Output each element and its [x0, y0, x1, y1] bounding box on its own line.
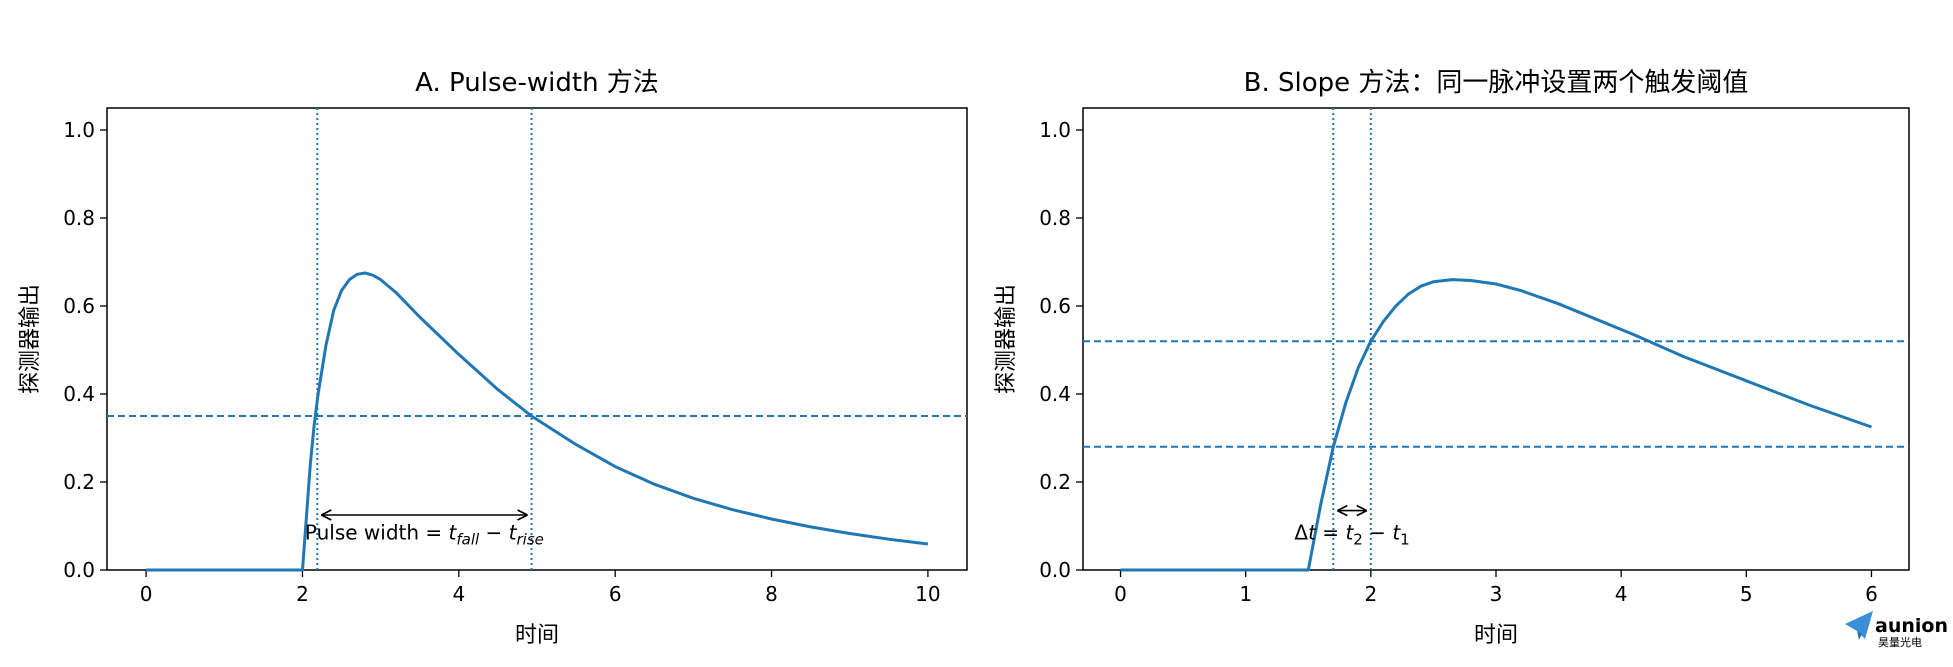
chart-a-pulse-width: A. Pulse-width 方法 0 2 4 6 8 10 0.0 0.2 0.4 0.6 0.8 1… [18, 68, 968, 648]
annotation-part: 1 [1400, 531, 1410, 549]
y-tick-label: 0.6 [63, 294, 95, 318]
aunion-logo: aunion 昊量光电 [1845, 611, 1948, 649]
y-tick-label: 0.2 [63, 470, 95, 494]
y-tick-label: 0.2 [1039, 470, 1071, 494]
y-tick-label: 0.0 [63, 558, 95, 582]
pulse-curve [1120, 278, 1872, 572]
x-axis-label: 时间 [1474, 623, 1518, 648]
x-tick-label: 1 [1239, 582, 1252, 606]
annotation-part: t [1345, 521, 1354, 545]
y-tick-label: 0.6 [1039, 294, 1071, 318]
y-axis-label: 探测器输出 [994, 284, 1019, 394]
y-tick-label: 0.8 [1039, 206, 1071, 230]
annotation-part: 2 [1353, 531, 1363, 549]
annotation-part: fall [456, 531, 480, 549]
logo-name: aunion [1875, 615, 1948, 637]
annotation-part: t [449, 521, 458, 545]
pulse-curve [146, 271, 929, 572]
x-tick-label: 6 [609, 582, 622, 606]
y-tick-label: 0.4 [63, 382, 95, 406]
x-tick-label: 10 [915, 582, 940, 606]
x-tick-label: 4 [452, 582, 465, 606]
x-tick-label: 6 [1865, 582, 1878, 606]
arrow-head-right [1356, 504, 1368, 517]
x-tick-label: 4 [1615, 582, 1628, 606]
y-tick-label: 1.0 [63, 118, 95, 142]
x-tick-label: 0 [1114, 582, 1127, 606]
annotation-text: Δt = t2 − t1 [1294, 521, 1409, 549]
y-tick-label: 0.4 [1039, 382, 1071, 406]
x-axis-label: 时间 [515, 623, 559, 648]
x-tick-label: 3 [1490, 582, 1503, 606]
annotation-part: − [479, 521, 508, 545]
x-tick-label: 8 [765, 582, 778, 606]
chart-b-slope: B. Slope 方法：同一脉冲设置两个触发阈值 0 1 2 3 4 5 6 0.0 0.2 0.4… [994, 68, 1910, 648]
y-axis-label: 探测器输出 [18, 284, 43, 394]
annotation-part: Pulse width = [305, 521, 449, 545]
annotation-part: t [1308, 521, 1317, 545]
chart-title: B. Slope 方法：同一脉冲设置两个触发阈值 [1244, 68, 1749, 98]
x-tick-label: 0 [140, 582, 153, 606]
arrow-head-right [517, 509, 528, 521]
arrow-head-left [1336, 504, 1348, 517]
annotation-part: rise [517, 531, 544, 549]
annotation-text: Pulse width = tfall − trise [305, 521, 544, 549]
paper-plane-icon [1845, 611, 1873, 639]
y-tick-label: 0.8 [63, 206, 95, 230]
annotation-part: = [1316, 521, 1345, 545]
plot-frame [106, 107, 968, 571]
logo-subtitle: 昊量光电 [1878, 635, 1922, 649]
annotation-part: t [509, 521, 518, 545]
arrow-head-left [320, 509, 332, 521]
x-tick-label: 2 [296, 582, 309, 606]
chart-title: A. Pulse-width 方法 [415, 68, 659, 98]
plot-frame [1082, 107, 1910, 571]
y-tick-label: 1.0 [1039, 118, 1071, 142]
annotation-part: t [1392, 521, 1401, 545]
x-tick-label: 2 [1364, 582, 1377, 606]
y-tick-label: 0.0 [1039, 558, 1071, 582]
annotation-part: − [1363, 521, 1392, 545]
x-tick-label: 5 [1740, 582, 1753, 606]
annotation-part: Δ [1294, 521, 1308, 545]
